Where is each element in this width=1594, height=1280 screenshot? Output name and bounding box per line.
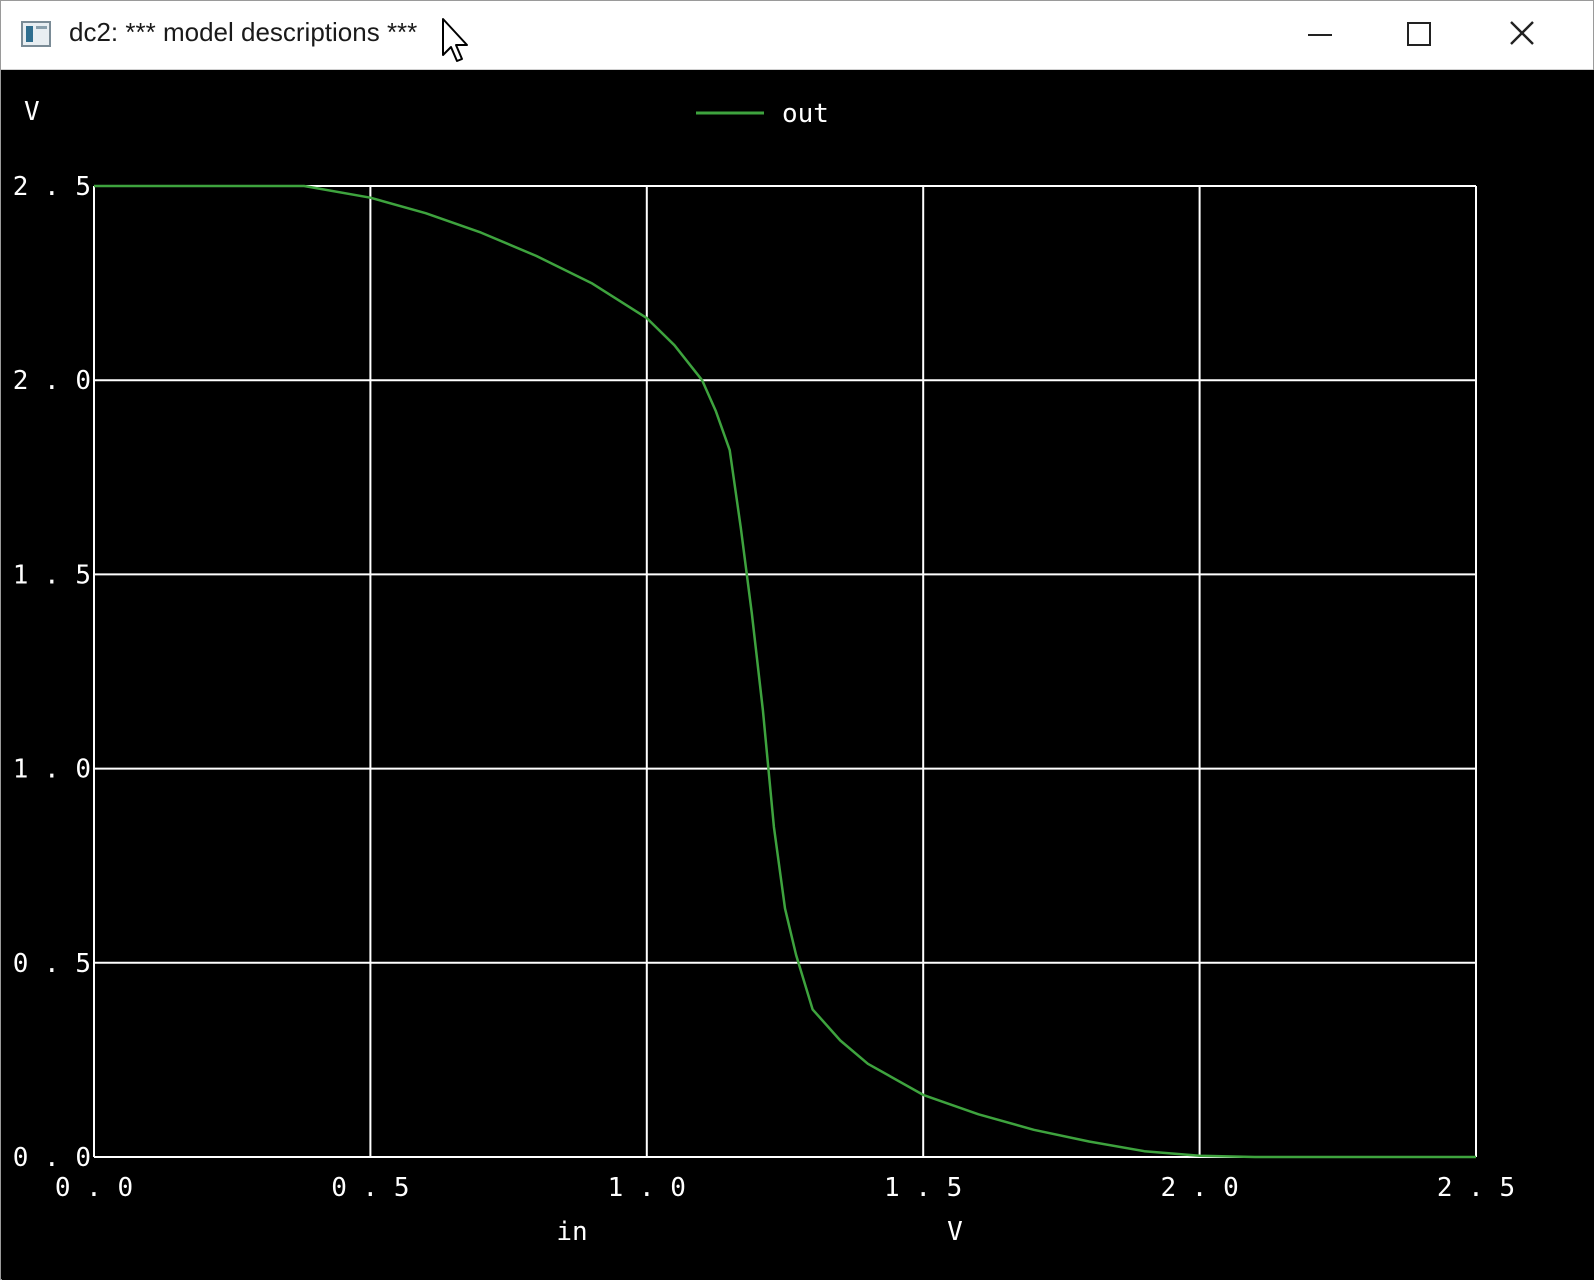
x-axis-label: in bbox=[556, 1217, 587, 1247]
legend-label: out bbox=[782, 99, 829, 129]
x-tick-label: 0 . 5 bbox=[331, 1173, 409, 1203]
x-tick-labels: 0 . 0 0 . 5 1 . 0 1 . 5 2 . 0 2 . 5 bbox=[55, 1173, 1515, 1203]
legend: out bbox=[696, 99, 829, 129]
close-button[interactable] bbox=[1493, 1, 1593, 69]
mouse-pointer-icon bbox=[442, 18, 468, 62]
x-tick-label: 1 . 0 bbox=[608, 1173, 686, 1203]
y-tick-label: 0 . 0 bbox=[13, 1143, 91, 1173]
x-axis-unit: V bbox=[947, 1217, 963, 1247]
x-tick-label: 2 . 0 bbox=[1160, 1173, 1238, 1203]
maximize-icon bbox=[1407, 22, 1431, 46]
y-tick-labels: 0 . 0 0 . 5 1 . 0 1 . 5 2 . 0 2 . 5 bbox=[13, 172, 91, 1173]
window-title: dc2: *** model descriptions *** bbox=[69, 17, 418, 47]
title-bar[interactable]: dc2: *** model descriptions *** bbox=[1, 1, 1593, 70]
series-line-out bbox=[94, 184, 1476, 1159]
y-tick-label: 1 . 0 bbox=[13, 755, 91, 785]
x-tick-label: 2 . 5 bbox=[1437, 1173, 1515, 1203]
y-tick-label: 2 . 0 bbox=[13, 366, 91, 396]
x-tick-label: 0 . 0 bbox=[55, 1173, 133, 1203]
series-layer bbox=[94, 184, 1476, 1159]
grid bbox=[93, 185, 1477, 1158]
y-tick-label: 0 . 5 bbox=[13, 949, 91, 979]
minimize-button[interactable] bbox=[1291, 1, 1391, 69]
y-tick-label: 2 . 5 bbox=[13, 172, 91, 202]
x-tick-label: 1 . 5 bbox=[884, 1173, 962, 1203]
close-icon bbox=[1510, 21, 1534, 45]
y-axis-label: V bbox=[24, 97, 40, 127]
y-tick-label: 1 . 5 bbox=[13, 560, 91, 590]
maximize-button[interactable] bbox=[1391, 1, 1491, 69]
minimize-icon bbox=[1308, 34, 1332, 36]
app-window-icon[interactable] bbox=[21, 21, 51, 47]
